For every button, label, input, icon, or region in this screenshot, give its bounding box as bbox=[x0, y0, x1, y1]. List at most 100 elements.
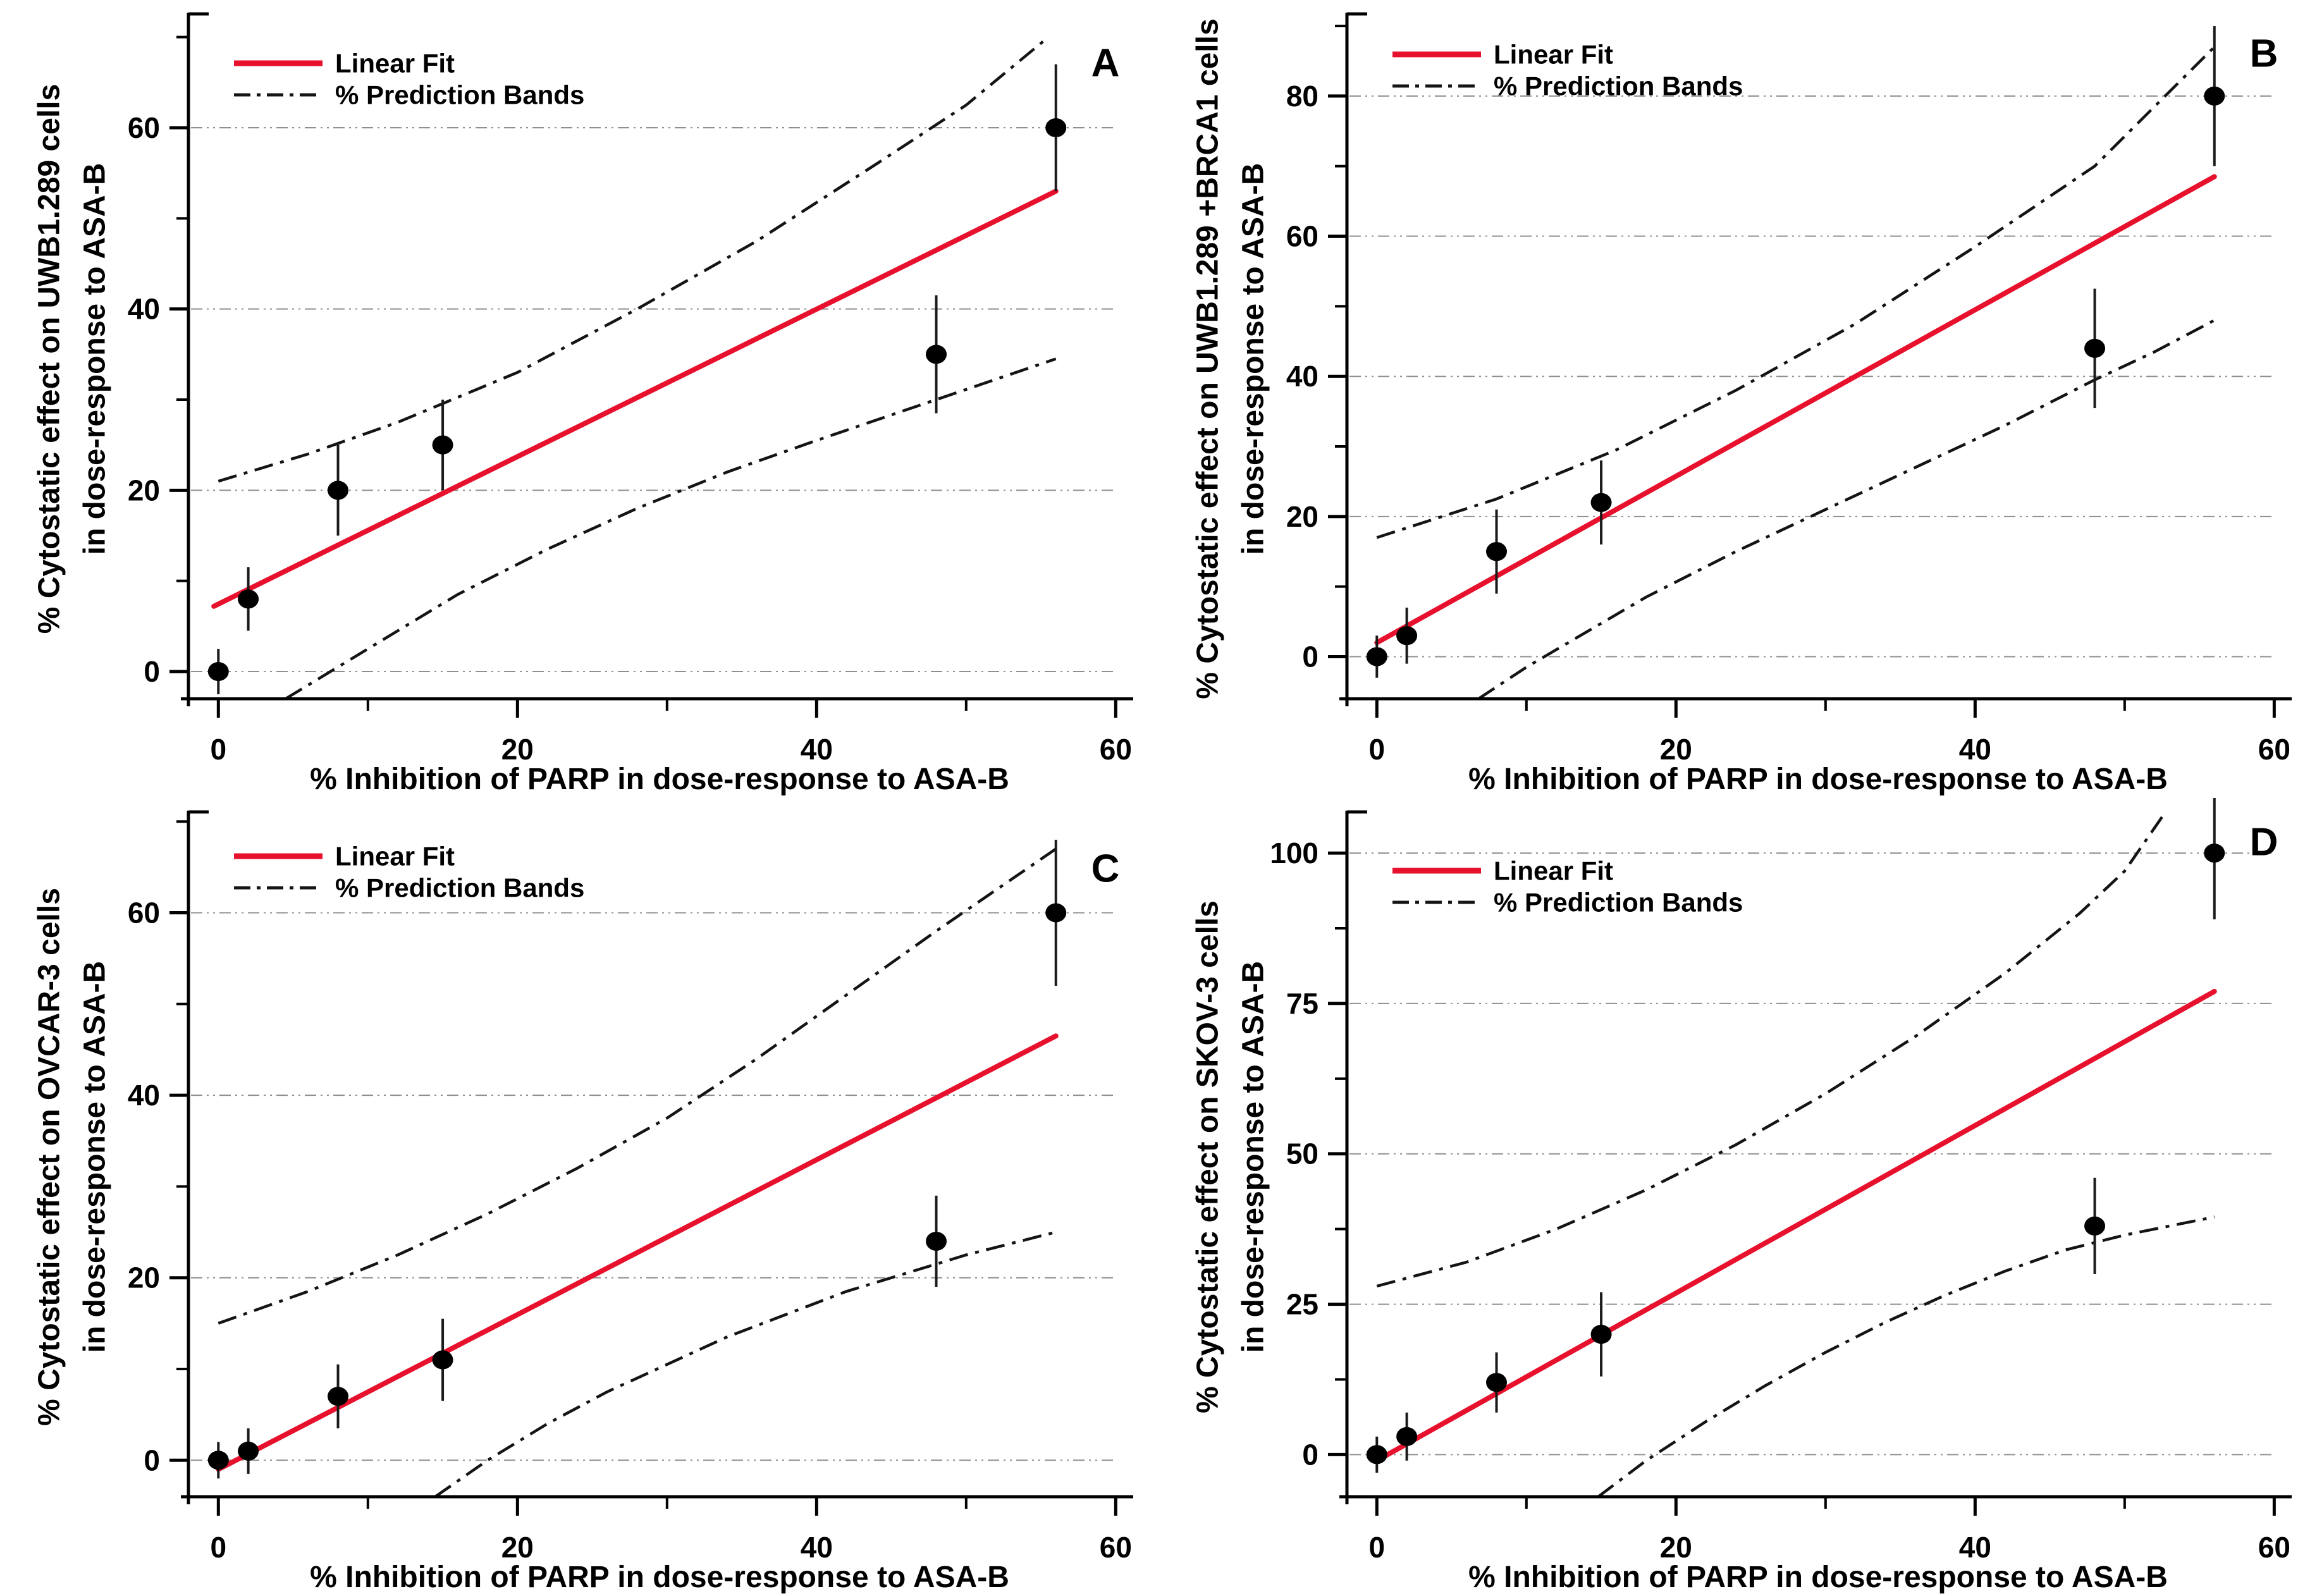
linear-fit-line bbox=[1374, 174, 2217, 646]
y-axis-title-line1: % Cytostatic effect on UWB1.289 +BRCA1 c… bbox=[1191, 18, 1225, 699]
data-point bbox=[926, 345, 947, 364]
prediction-band-lower bbox=[434, 1231, 1057, 1498]
prediction-band-lower bbox=[1477, 319, 2215, 700]
panel-letter-b: B bbox=[2250, 32, 2278, 76]
x-axis-title: % Inhibition of PARP in dose-response to… bbox=[1468, 763, 2168, 796]
y-tick-label: 60 bbox=[128, 111, 160, 144]
linear-fit-line bbox=[1374, 988, 2217, 1463]
chart-a: 0 20 40 60 0 20 40 60 Linear Fit% Prediction Ban… bbox=[33, 12, 1133, 796]
linear-fit-line bbox=[211, 188, 1059, 609]
y-tick-label: 20 bbox=[1286, 500, 1318, 533]
y-axis-title-line1: % Cytostatic effect on SKOV-3 cells bbox=[1191, 900, 1225, 1413]
y-tick-label: 40 bbox=[128, 1079, 160, 1112]
data-point bbox=[2204, 844, 2225, 863]
data-point bbox=[1590, 493, 1612, 512]
x-axis-title: % Inhibition of PARP in dose-response to… bbox=[310, 1561, 1009, 1594]
data-point bbox=[207, 662, 229, 681]
prediction-band-upper bbox=[218, 847, 1057, 1325]
panel-b: 0 20 40 60 0 20 40 60 80 Linear Fit% Prediction B… bbox=[1158, 0, 2317, 798]
panel-letter-d: D bbox=[2250, 821, 2278, 864]
y-tick-label: 20 bbox=[128, 474, 160, 506]
data-point bbox=[238, 1441, 259, 1461]
x-tick-label: 0 bbox=[1369, 733, 1386, 766]
y-tick-label: 60 bbox=[128, 897, 160, 930]
data-point bbox=[1590, 1325, 1612, 1344]
y-tick-label: 0 bbox=[144, 655, 160, 688]
x-tick-label: 40 bbox=[801, 733, 833, 766]
legend-prediction-bands-label: % Prediction Bands bbox=[1494, 71, 1743, 101]
y-axis-title-line2: in dose-response to ASA-B bbox=[1237, 163, 1270, 555]
panel-letter-c: C bbox=[1091, 847, 1120, 891]
data-point bbox=[2204, 86, 2225, 106]
x-tick-label: 60 bbox=[1100, 1531, 1132, 1564]
x-tick-label: 0 bbox=[1369, 1531, 1386, 1564]
data-point bbox=[238, 589, 259, 609]
x-tick-label: 60 bbox=[2258, 1531, 2290, 1564]
x-tick-label: 20 bbox=[1660, 1531, 1692, 1564]
data-point bbox=[1366, 647, 1387, 666]
data-point bbox=[1396, 1427, 1418, 1446]
data-point bbox=[1045, 903, 1067, 923]
panel-a: 0 20 40 60 0 20 40 60 Linear Fit% Prediction Ban… bbox=[0, 0, 1158, 798]
prediction-band-upper bbox=[1376, 46, 2216, 539]
y-axis-title-line1: % Cytostatic effect on UWB1.289 cells bbox=[33, 84, 66, 634]
legend-prediction-bands-label: % Prediction Bands bbox=[1494, 888, 1743, 918]
x-tick-label: 20 bbox=[501, 1531, 534, 1564]
panel-letter-a: A bbox=[1091, 42, 1120, 85]
y-tick-label: 50 bbox=[1286, 1138, 1318, 1170]
data-point bbox=[2084, 1216, 2106, 1236]
data-point bbox=[926, 1231, 947, 1251]
x-tick-label: 0 bbox=[211, 1531, 227, 1564]
linear-fit-line bbox=[216, 1033, 1059, 1472]
y-axis-title-line2: in dose-response to ASA-B bbox=[1237, 961, 1270, 1353]
y-tick-label: 0 bbox=[144, 1444, 160, 1476]
y-tick-label: 100 bbox=[1270, 837, 1318, 869]
x-tick-label: 40 bbox=[1959, 1531, 1991, 1564]
legend-linear-fit-label: Linear Fit bbox=[335, 842, 455, 871]
x-tick-label: 0 bbox=[211, 733, 227, 766]
prediction-band-lower bbox=[285, 357, 1057, 700]
x-tick-label: 20 bbox=[1660, 733, 1692, 766]
data-point bbox=[432, 1350, 453, 1370]
x-tick-label: 40 bbox=[801, 1531, 833, 1564]
data-point bbox=[1045, 118, 1067, 137]
x-axis-title: % Inhibition of PARP in dose-response to… bbox=[310, 763, 1009, 796]
prediction-band-upper bbox=[218, 35, 1050, 483]
x-tick-label: 20 bbox=[501, 733, 534, 766]
y-tick-label: 0 bbox=[1302, 1438, 1318, 1471]
chart-d: 0 20 40 60 0 25 50 75 100 Linear Fit% Prediction … bbox=[1191, 798, 2292, 1594]
legend-linear-fit-label: Linear Fit bbox=[335, 49, 455, 78]
y-tick-label: 0 bbox=[1302, 641, 1318, 673]
data-point bbox=[207, 1451, 229, 1470]
y-axis-title-line2: in dose-response to ASA-B bbox=[78, 961, 112, 1353]
x-tick-label: 40 bbox=[1959, 733, 1991, 766]
data-point bbox=[1486, 1373, 1508, 1392]
y-axis-title-line2: in dose-response to ASA-B bbox=[78, 163, 112, 555]
legend-linear-fit-label: Linear Fit bbox=[1494, 40, 1613, 70]
legend-prediction-bands-label: % Prediction Bands bbox=[335, 873, 584, 903]
y-tick-label: 75 bbox=[1286, 987, 1318, 1020]
data-point bbox=[328, 1387, 349, 1406]
data-point bbox=[1486, 542, 1508, 562]
data-point bbox=[328, 481, 349, 500]
x-tick-label: 60 bbox=[1100, 733, 1132, 766]
chart-b: 0 20 40 60 0 20 40 60 80 Linear Fit% Prediction B… bbox=[1191, 12, 2292, 796]
data-point bbox=[1396, 626, 1418, 646]
chart-c: 0 20 40 60 0 20 40 60 Linear Fit% Prediction Ban… bbox=[33, 810, 1133, 1594]
y-tick-label: 20 bbox=[128, 1261, 160, 1294]
y-tick-label: 40 bbox=[128, 293, 160, 326]
prediction-band-upper bbox=[1376, 816, 2163, 1288]
y-tick-label: 80 bbox=[1286, 80, 1318, 113]
y-tick-label: 60 bbox=[1286, 220, 1318, 253]
y-tick-label: 40 bbox=[1286, 360, 1318, 393]
data-point bbox=[2084, 338, 2106, 358]
x-axis-title: % Inhibition of PARP in dose-response to… bbox=[1468, 1561, 2168, 1594]
legend-prediction-bands-label: % Prediction Bands bbox=[335, 80, 584, 110]
data-point bbox=[432, 435, 453, 455]
y-tick-label: 25 bbox=[1286, 1288, 1318, 1321]
x-tick-label: 60 bbox=[2258, 733, 2290, 766]
panel-c: 0 20 40 60 0 20 40 60 Linear Fit% Prediction Ban… bbox=[0, 798, 1158, 1596]
legend-linear-fit-label: Linear Fit bbox=[1494, 856, 1613, 886]
y-axis-title-line1: % Cytostatic effect on OVCAR-3 cells bbox=[33, 888, 66, 1426]
